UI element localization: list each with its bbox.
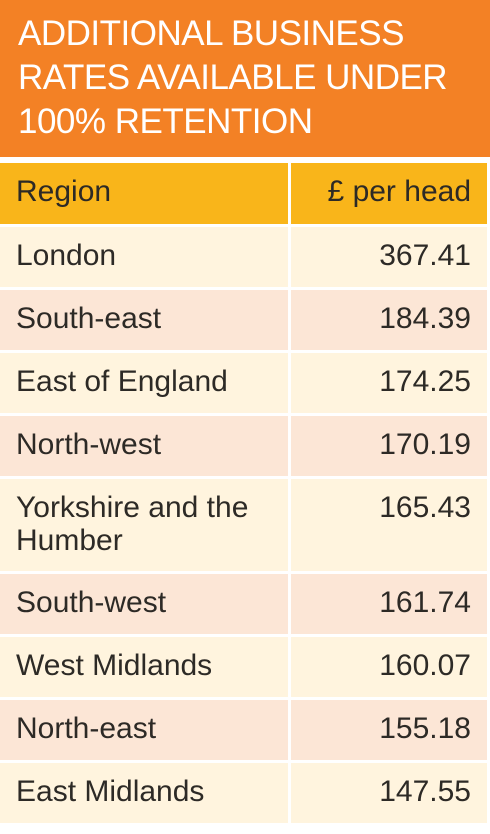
region-cell: South-east [0,290,291,350]
table-row: South-west 161.74 [0,574,487,634]
title-line: 100% RETENTION [18,102,313,141]
table-row: Yorkshire and the Humber 165.43 [0,479,487,571]
column-header-region: Region [0,163,291,224]
table-title: ADDITIONAL BUSINESS RATES AVAILABLE UNDE… [0,0,490,157]
table-row: South-east 184.39 [0,290,487,350]
value-cell: 184.39 [291,290,487,350]
value-cell: 367.41 [291,227,487,287]
region-cell: East Midlands [0,763,291,823]
rates-table: Region £ per head London 367.41 South-ea… [0,160,487,826]
value-cell: 155.18 [291,700,487,760]
value-cell: 160.07 [291,637,487,697]
header-row: Region £ per head [0,163,487,224]
table-row: East of England 174.25 [0,353,487,413]
value-cell: 174.25 [291,353,487,413]
region-cell: London [0,227,291,287]
region-cell: North-west [0,416,291,476]
title-line: ADDITIONAL BUSINESS [18,14,404,53]
region-cell: Yorkshire and the Humber [0,479,291,571]
value-cell: 170.19 [291,416,487,476]
table-row: West Midlands 160.07 [0,637,487,697]
value-cell: 161.74 [291,574,487,634]
region-cell: East of England [0,353,291,413]
table-row: North-east 155.18 [0,700,487,760]
value-cell: 165.43 [291,479,487,571]
table-row: North-west 170.19 [0,416,487,476]
column-header-per-head: £ per head [291,163,487,224]
region-cell: South-west [0,574,291,634]
value-cell: 147.55 [291,763,487,823]
table-row: London 367.41 [0,227,487,287]
region-cell: West Midlands [0,637,291,697]
region-cell: North-east [0,700,291,760]
title-line: RATES AVAILABLE UNDER [18,58,448,97]
table-row: East Midlands 147.55 [0,763,487,823]
